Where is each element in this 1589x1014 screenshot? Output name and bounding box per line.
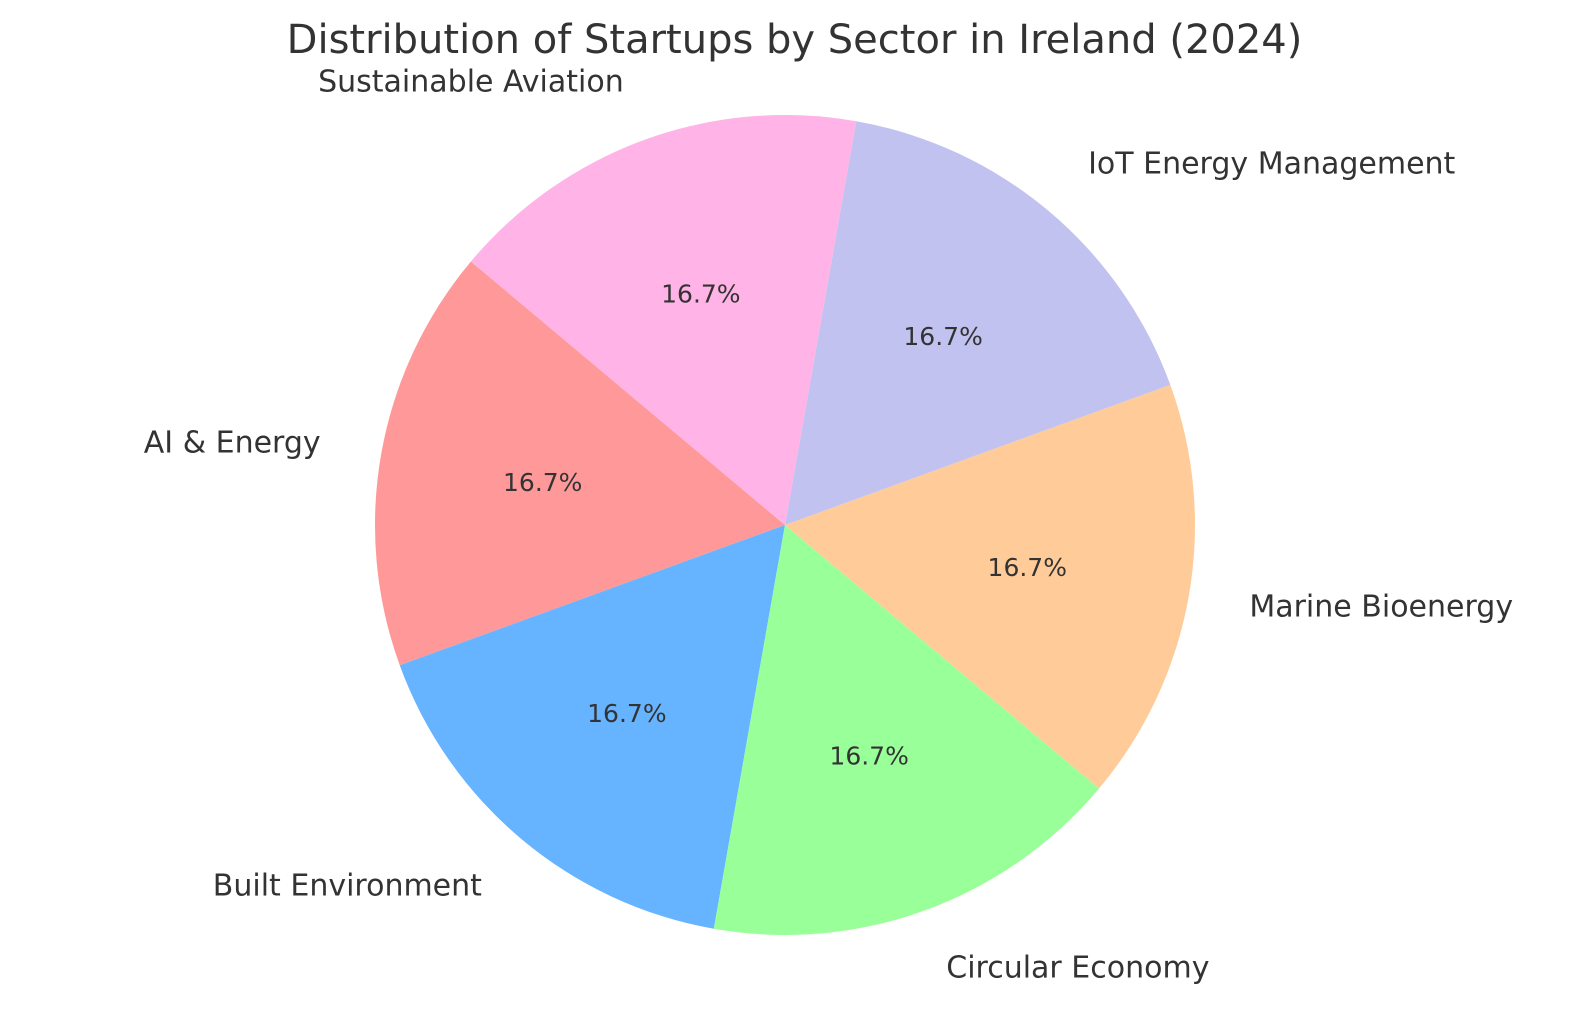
slice-percent-circular-economy: 16.7% bbox=[829, 742, 908, 771]
slice-label-circular-economy: Circular Economy bbox=[946, 951, 1209, 986]
slice-label-ai-and-energy: AI & Energy bbox=[144, 426, 321, 461]
slice-percent-ai-and-energy: 16.7% bbox=[503, 468, 582, 497]
chart-title: Distribution of Startups by Sector in Ir… bbox=[287, 17, 1303, 63]
slice-label-built-environment: Built Environment bbox=[213, 869, 482, 904]
slice-percent-iot-energy-management: 16.7% bbox=[903, 322, 982, 351]
pie-slice-ai-and-energy bbox=[375, 261, 785, 666]
pie-slice-circular-economy bbox=[713, 525, 1100, 935]
pie-labels: AI & Energy 16.7% Built Environment 16.7% Ci… bbox=[144, 64, 1513, 985]
pie-slice-marine-bioenergy bbox=[785, 384, 1195, 789]
pie-slices bbox=[375, 115, 1195, 935]
slice-label-sustainable-aviation: Sustainable Aviation bbox=[318, 64, 624, 99]
pie-slice-iot-energy-management bbox=[785, 121, 1171, 525]
slice-label-marine-bioenergy: Marine Bioenergy bbox=[1249, 589, 1513, 624]
pie-slice-built-environment bbox=[399, 525, 785, 929]
slice-percent-marine-bioenergy: 16.7% bbox=[988, 553, 1067, 582]
slice-label-iot-energy-management: IoT Energy Management bbox=[1088, 146, 1455, 181]
slice-percent-built-environment: 16.7% bbox=[587, 699, 666, 728]
pie-slice-sustainable-aviation bbox=[470, 115, 857, 526]
slice-percent-sustainable-aviation: 16.7% bbox=[661, 279, 740, 308]
